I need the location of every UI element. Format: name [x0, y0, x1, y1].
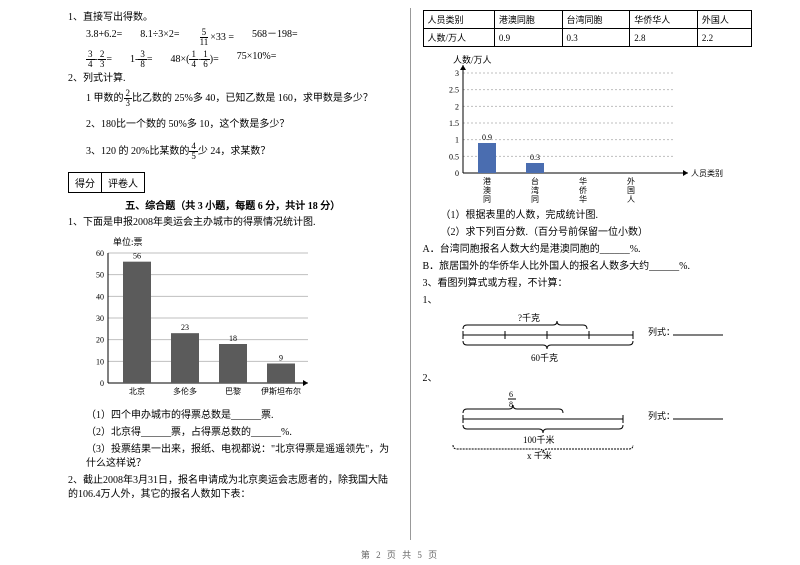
- svg-text:人数/万人: 人数/万人: [453, 54, 492, 65]
- svg-text:40: 40: [96, 292, 104, 301]
- expr: 8.1÷3×2=: [140, 28, 179, 47]
- q5-2: 2、截止2008年3月31日，报名申请成为北京奥运会志愿者的，除我国大陆的106…: [68, 474, 398, 502]
- q3-title: 3、看图列算式或方程，不计算：: [423, 277, 753, 291]
- section-5-title: 五、综合题（共 3 小题，每题 6 分，共计 18 分）: [68, 197, 398, 212]
- svg-text:50: 50: [96, 271, 104, 280]
- svg-text:港: 港: [483, 176, 491, 186]
- svg-text:1: 1: [455, 136, 459, 145]
- svg-text:?千克: ?千克: [518, 313, 540, 323]
- svg-text:澳: 澳: [483, 185, 491, 195]
- svg-text:0.3: 0.3: [530, 153, 540, 162]
- svg-text:20: 20: [96, 336, 104, 345]
- svg-text:同: 同: [531, 195, 539, 203]
- q5-1: 1、下面是申报2008年奥运会主办城市的得票情况统计图.: [68, 216, 398, 230]
- score-label: 得分: [69, 173, 102, 192]
- expr-row-2: 34-23= 1-38= 48×(14-16)= 75×10%=: [68, 50, 398, 69]
- volunteer-chart: 人数/万人00.511.522.53人员类别0.9港澳同胞0.3台湾同胞华侨华人…: [423, 53, 753, 206]
- svg-text:0.9: 0.9: [482, 133, 492, 142]
- svg-text:2: 2: [455, 102, 459, 111]
- score-box: 得分 评卷人: [68, 172, 145, 193]
- svg-text:23: 23: [181, 323, 189, 332]
- r-qB: B．旅居国外的华侨华人比外国人的报名人数多大约______%.: [423, 260, 753, 274]
- svg-text:30: 30: [96, 314, 104, 323]
- svg-text:伊斯坦布尔: 伊斯坦布尔: [261, 386, 301, 396]
- volunteer-table: 人员类别港澳同胞台湾同胞华侨华人外国人 人数/万人0.90.32.82.2: [423, 10, 753, 47]
- svg-text:2.5: 2.5: [449, 86, 459, 95]
- page-footer: 第 2 页 共 5 页: [0, 548, 800, 561]
- svg-text:巴黎: 巴黎: [225, 386, 241, 396]
- diagram-1: ?千克 60千克 列式：: [423, 311, 753, 369]
- svg-text:6: 6: [509, 390, 513, 399]
- svg-text:侨: 侨: [579, 185, 587, 195]
- expr: 568－198=: [252, 28, 298, 47]
- svg-text:国: 国: [627, 186, 635, 195]
- q5-1-1: （1）四个申办城市的得票总数是______票.: [68, 409, 398, 423]
- d1-num: 1、: [423, 294, 753, 308]
- expr: 34-23=: [86, 50, 112, 69]
- q2-1: 1 甲数的23比乙数的 25%多 40，已知乙数是 160，求甲数是多少？: [68, 89, 398, 108]
- svg-text:华: 华: [579, 194, 587, 203]
- svg-text:北京: 北京: [129, 386, 145, 396]
- svg-text:湾: 湾: [531, 185, 539, 195]
- svg-text:人员类别: 人员类别: [691, 168, 723, 178]
- r-q2: （2）求下列百分数.（百分号前保留一位小数）: [423, 226, 753, 240]
- q5-1-2: （2）北京得______票，占得票总数的______%.: [68, 426, 398, 440]
- svg-text:60千克: 60千克: [531, 353, 558, 363]
- svg-text:1.5: 1.5: [449, 119, 459, 128]
- svg-text:0: 0: [455, 169, 459, 178]
- svg-text:台: 台: [531, 176, 539, 186]
- svg-text:9: 9: [279, 354, 283, 363]
- svg-text:列式：: 列式：: [648, 410, 675, 421]
- svg-text:60: 60: [96, 249, 104, 258]
- svg-text:单位:票: 单位:票: [113, 236, 143, 247]
- expr: 75×10%=: [237, 50, 277, 69]
- svg-text:x 千米: x 千米: [527, 450, 552, 459]
- q2-2: 2、180比一个数的 50%多 10，这个数是多少？: [68, 118, 398, 132]
- q2-title: 2、列式计算.: [68, 72, 398, 86]
- svg-text:0.5: 0.5: [449, 152, 459, 161]
- vote-chart: 单位:票 0 10 20 30 40 50 60 56 北京 23 多伦多 18 巴黎 9 伊斯坦布尔: [68, 233, 398, 406]
- r-q1: （1）根据表里的人数，完成统计图.: [423, 209, 753, 223]
- q2-3: 3、120 的 20%比某数的45少 24，求某数？: [68, 142, 398, 161]
- svg-text:18: 18: [229, 334, 237, 343]
- reviewer-label: 评卷人: [102, 173, 144, 192]
- svg-text:多伦多: 多伦多: [173, 386, 197, 396]
- q5-1-3: （3）投票结果一出来，报纸、电视都说："北京得票是遥遥领先"，为什么这样说？: [68, 443, 398, 471]
- svg-text:同: 同: [483, 195, 491, 203]
- svg-text:华: 华: [579, 176, 587, 186]
- q1-title: 1、直接写出得数。: [68, 11, 398, 25]
- svg-text:外: 外: [627, 176, 635, 186]
- svg-text:0: 0: [100, 379, 104, 388]
- column-divider: [410, 8, 411, 540]
- r-qA: A．台湾同胞报名人数大约是港澳同胞的______%.: [423, 243, 753, 257]
- svg-text:人: 人: [627, 195, 635, 203]
- svg-text:100千米: 100千米: [523, 434, 555, 445]
- svg-text:56: 56: [133, 252, 141, 261]
- expr-row-1: 3.8+6.2= 8.1÷3×2= 511×33 = 568－198=: [68, 28, 398, 47]
- expr: 511×33 =: [198, 28, 234, 47]
- d2-num: 2、: [423, 372, 753, 386]
- svg-text:10: 10: [96, 357, 104, 366]
- expr: 48×(14-16)=: [170, 50, 218, 69]
- expr: 3.8+6.2=: [86, 28, 122, 47]
- diagram-2: 6 8 100千米 x 千米 列式：: [423, 389, 753, 462]
- svg-text:3: 3: [455, 69, 459, 78]
- expr: 1-38=: [130, 50, 152, 69]
- svg-text:列式：: 列式：: [648, 326, 675, 337]
